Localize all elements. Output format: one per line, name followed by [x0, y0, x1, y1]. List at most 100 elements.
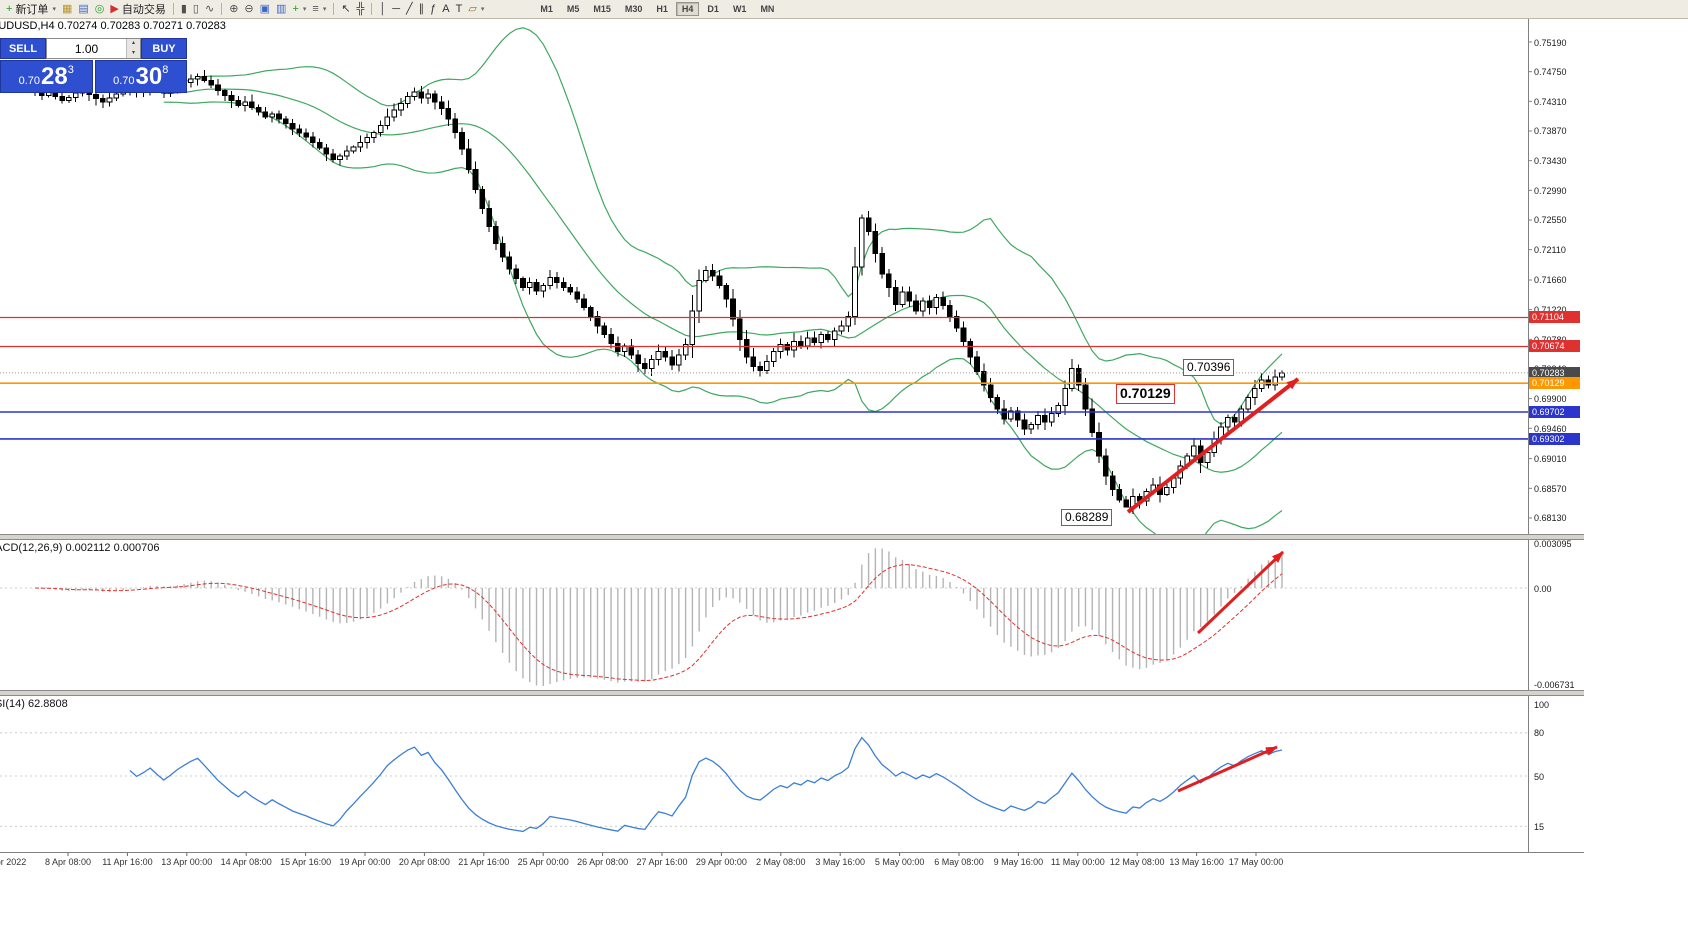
fibonacci-icon[interactable]: ƒ [427, 1, 439, 17]
timeframe-m1[interactable]: M1 [540, 4, 553, 14]
time-axis-label: 17 May 00:00 [1228, 857, 1284, 867]
label-icon[interactable]: T [453, 1, 466, 17]
toolbar-separator [333, 3, 335, 15]
toolbar: + 新订单 ▾ ▦ ▤ ◎ ▶ 自动交易 ▮ ▯ ∿ ⊕ ⊖ ▣ ▥ + ▾ ≡ ▾ ↖ ╬ │ ─ ╱ ∥ ƒ A T ▱ ▾ M1 M5 M… [0, 0, 1688, 19]
crosshair-glyph: ╬ [356, 3, 365, 15]
price-tick-label: 0.69900 [1534, 394, 1567, 405]
shapes-glyph: ▱ [468, 3, 477, 15]
sell-price-main: 0.70 [18, 75, 41, 87]
toolbar-separator [221, 3, 223, 15]
timeframe-mn[interactable]: MN [760, 4, 775, 14]
templates-icon[interactable]: ≡ ▾ [309, 1, 329, 17]
autotrading-button[interactable]: ▶ 自动交易 [107, 1, 168, 17]
crosshair-icon[interactable]: ╬ [354, 1, 368, 17]
price-tick-label: 0.70780 [1534, 335, 1567, 345]
cascade-windows-icon[interactable]: ▥ [273, 1, 289, 17]
vertical-line-icon[interactable]: │ [376, 1, 389, 17]
indicators-icon[interactable]: + ▾ [289, 1, 309, 17]
autotrading-glyph: ▶ [110, 3, 119, 15]
rsi-value: 62.8808 [27, 698, 68, 710]
timeframe-d1[interactable]: D1 [707, 4, 719, 14]
price-annotation[interactable]: 0.68289 [1061, 509, 1113, 526]
time-axis-label: 11 May 00:00 [1050, 857, 1105, 867]
horizontal-lines-layer[interactable] [0, 316, 1528, 440]
new-order-glyph: + [6, 3, 13, 15]
volume-up-button[interactable]: ▴ [127, 39, 140, 49]
buy-price-button[interactable]: 0.70 30 8 [94, 60, 187, 93]
tile-windows-icon[interactable]: ▣ [257, 1, 273, 17]
timeframe-m30[interactable]: M30 [624, 4, 643, 14]
price-tick-label: 0.68130 [1534, 513, 1567, 524]
volume-down-button[interactable]: ▾ [127, 48, 140, 58]
panel-splitter[interactable] [0, 534, 1584, 540]
macd-name: MACD(12,26,9) [0, 542, 63, 554]
price-axis-border [1528, 18, 1529, 852]
macd-layer [0, 548, 1528, 686]
macd-tick-label: 0.003095 [1534, 538, 1572, 549]
navigator-glyph: ◎ [94, 3, 105, 15]
text-glyph: A [442, 3, 450, 15]
channel-icon[interactable]: ∥ [416, 1, 428, 17]
price-tag-0.70129: 0.70129 [1529, 377, 1580, 390]
price-tick-label: 0.75190 [1534, 37, 1567, 48]
price-tag-0.71104: 0.71104 [1529, 311, 1580, 324]
zoom-out-glyph: ⊖ [244, 3, 254, 15]
price-annotation[interactable]: 0.70396 [1183, 359, 1235, 376]
macd-tick-label: -0.006731 [1534, 679, 1575, 690]
volume-spinner: ▴ ▾ [126, 39, 140, 58]
timeframe-m5[interactable]: M5 [566, 4, 580, 14]
timeframe-h4[interactable]: H4 [675, 2, 700, 16]
timeframe-w1[interactable]: W1 [732, 4, 747, 14]
time-axis-label: 21 Apr 16:00 [458, 857, 510, 867]
toolbar-separator [371, 3, 373, 15]
market-watch-icon[interactable]: ▤ [75, 1, 91, 17]
price-annotation[interactable]: 0.70129 [1116, 384, 1175, 404]
horizontal-line-icon[interactable]: ─ [389, 1, 403, 17]
sell-price-button[interactable]: 0.70 28 3 [0, 60, 93, 93]
bar-chart-icon[interactable]: ▮ [178, 1, 190, 17]
time-axis-label: 9 May 16:00 [993, 857, 1044, 867]
one-click-trade-widget: SELL ▴ ▾ BUY 0.70 28 3 0.70 30 8 [0, 38, 187, 93]
buy-button[interactable]: BUY [141, 38, 187, 59]
time-axis-label: 27 Apr 16:00 [636, 857, 688, 867]
trend-arrows-layer[interactable] [1126, 377, 1300, 793]
sell-price-pips: 28 [41, 63, 68, 90]
chart-title: AUDUSD,H4 0.70274 0.70283 0.70271 0.7028… [0, 20, 226, 32]
zoom-out-icon[interactable]: ⊖ [241, 1, 256, 17]
shapes-icon[interactable]: ▱ ▾ [465, 1, 487, 17]
volume-input[interactable] [47, 39, 126, 58]
timeframe-h1[interactable]: H1 [656, 4, 668, 14]
price-tag-0.70283: 0.70283 [1529, 366, 1580, 379]
chevron-down-icon: ▾ [302, 6, 307, 13]
cursor-glyph: ↖ [341, 3, 351, 15]
price-tick-label: 0.71220 [1534, 305, 1567, 316]
time-axis-label: Apr 2022 [0, 857, 27, 867]
rsi-tick-label: 100 [1534, 699, 1550, 710]
line-chart-icon[interactable]: ∿ [202, 1, 217, 17]
navigator-icon[interactable]: ◎ [92, 1, 108, 17]
market-watch-glyph: ▤ [78, 3, 89, 15]
time-axis-label: 3 May 16:00 [815, 857, 865, 867]
panel-splitter[interactable] [0, 690, 1584, 696]
time-axis-label: 20 Apr 08:00 [398, 857, 450, 867]
new-order-button[interactable]: + 新订单 ▾ [3, 1, 59, 17]
text-icon[interactable]: A [439, 1, 452, 17]
candle-chart-icon[interactable]: ▯ [190, 1, 202, 17]
zoom-in-icon[interactable]: ⊕ [226, 1, 241, 17]
time-axis-label: 15 Apr 16:00 [280, 857, 332, 867]
timeframe-m15[interactable]: M15 [593, 4, 611, 14]
zoom-in-glyph: ⊕ [229, 3, 239, 15]
sell-button[interactable]: SELL [0, 38, 46, 59]
price-tick-label: 0.74310 [1534, 96, 1567, 107]
cursor-icon[interactable]: ↖ [338, 1, 353, 17]
chart-window-icon[interactable]: ▦ [59, 1, 75, 17]
price-tick-label: 0.73430 [1534, 156, 1567, 167]
horizontal-line-glyph: ─ [392, 3, 401, 15]
time-axis-label: 12 May 08:00 [1109, 857, 1165, 867]
trendline-icon[interactable]: ╱ [403, 1, 416, 17]
price-tick-label: 0.68570 [1534, 483, 1567, 494]
tile-windows-glyph: ▣ [259, 3, 271, 15]
volume-field: ▴ ▾ [46, 38, 141, 59]
